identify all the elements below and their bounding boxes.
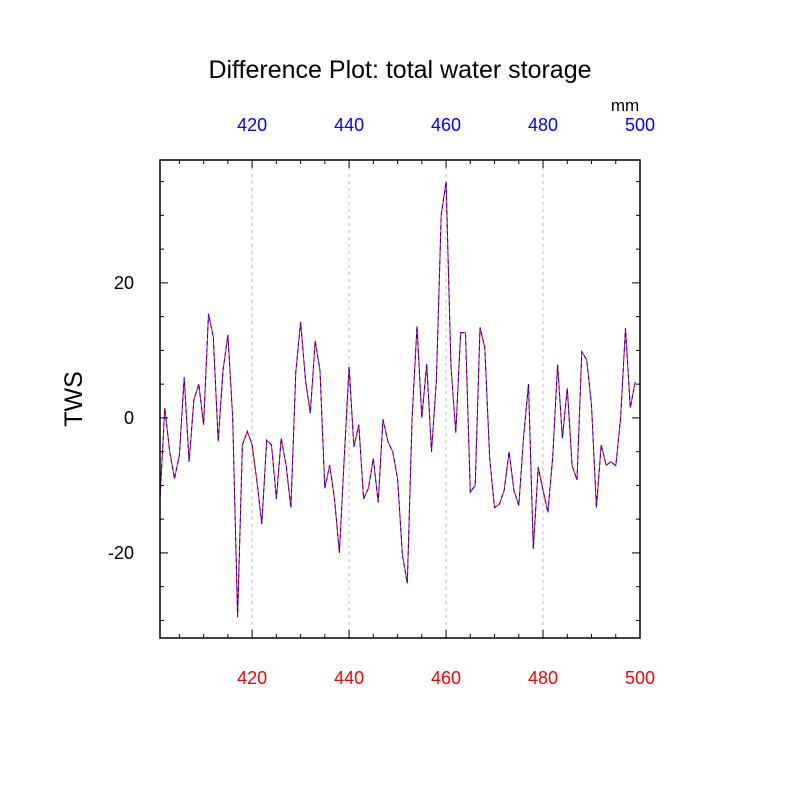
x-tick-label-bottom: 460 [431, 668, 461, 688]
series-red-solid-line [160, 181, 636, 618]
y-tick-label: 20 [114, 273, 134, 293]
x-tick-label-bottom: 440 [334, 668, 364, 688]
chart-title: Difference Plot: total water storage [208, 56, 591, 84]
x-tick-label-top: 420 [237, 115, 267, 135]
x-tick-label-bottom: 480 [528, 668, 558, 688]
x-tick-label-top: 440 [334, 115, 364, 135]
x-tick-label-top: 480 [528, 115, 558, 135]
series-blue-dashed-line [160, 181, 636, 618]
plot-frame [159, 159, 641, 639]
x-tick-label-bottom: 420 [237, 668, 267, 688]
x-tick-label-top: 460 [431, 115, 461, 135]
y-tick-label: -20 [108, 543, 134, 563]
y-axis-label: TWS [60, 371, 88, 427]
x-tick-label-bottom: 500 [625, 668, 655, 688]
top-axis-units: mm [611, 96, 639, 115]
y-tick-label: 0 [124, 408, 134, 428]
x-tick-label-top: 500 [625, 115, 655, 135]
